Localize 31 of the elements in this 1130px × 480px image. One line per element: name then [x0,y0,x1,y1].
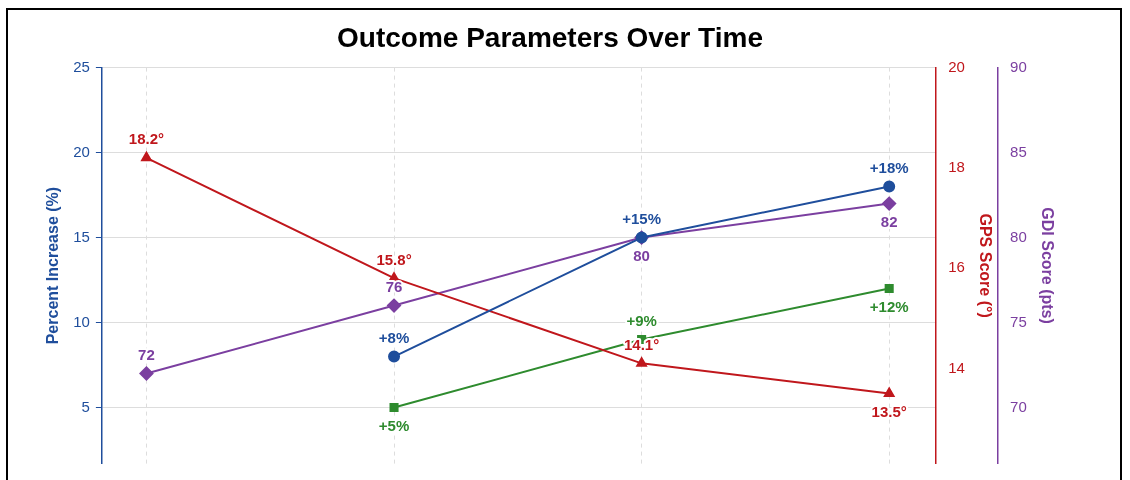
y-axis-title: Percent Increase (%) [44,186,62,345]
y-tick-label: 15 [73,227,90,245]
data-label: 18.2° [128,130,165,148]
data-label: +12% [869,298,909,316]
y3-tick-label: 90 [1010,57,1027,75]
data-label: +18% [869,159,909,177]
y3-tick-label: 70 [1010,397,1027,415]
data-label: +15% [622,210,662,228]
y3-axis-title: GDI Score (pts) [1038,207,1056,324]
data-label: 80 [633,247,650,265]
data-label: 76 [385,278,403,296]
data-label: 15.8° [376,250,412,268]
y3-tick-label: 75 [1010,312,1027,330]
y-tick-label: 25 [73,57,90,75]
y-tick-label: 10 [73,312,90,330]
y3-tick-label: 85 [1010,142,1027,160]
chart-title: Outcome Parameters Over Time [337,21,763,53]
y2-tick-label: 16 [948,258,965,276]
y2-tick-label: 20 [948,57,965,75]
data-label: +9% [626,312,657,330]
data-label: 13.5° [871,403,907,421]
y-tick-label: 20 [73,142,90,160]
data-label: +8% [378,329,410,347]
y2-tick-label: 18 [948,157,965,175]
data-label: 72 [138,346,155,364]
y-tick-label: 5 [81,397,90,415]
y3-tick-label: 80 [1010,227,1027,245]
y2-axis-title: GPS Score (°) [977,213,995,318]
data-label: 82 [880,213,898,231]
y2-tick-label: 14 [948,358,965,376]
data-label: +5% [378,417,410,435]
